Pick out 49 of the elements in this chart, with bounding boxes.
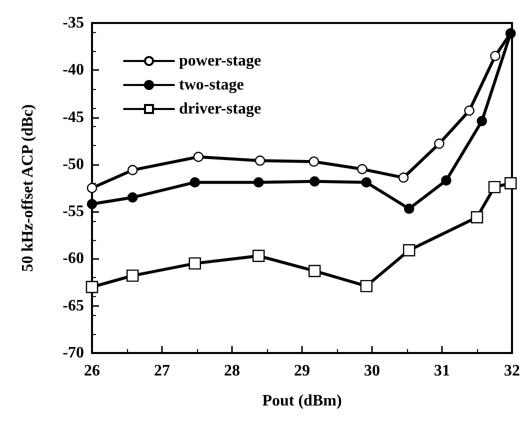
point bbox=[308, 264, 321, 278]
point bbox=[404, 204, 414, 214]
point bbox=[128, 192, 138, 203]
legend-label: two-stage bbox=[179, 76, 244, 94]
x-tick-label: 26 bbox=[84, 362, 100, 380]
point bbox=[86, 198, 98, 210]
y-tick-label: -35 bbox=[62, 14, 84, 32]
x-tick-label: 29 bbox=[294, 362, 310, 380]
point bbox=[476, 116, 487, 126]
y-tick-label: -40 bbox=[62, 62, 84, 79]
y-axis-title: 50 kHz-offset ACP (dBc) bbox=[20, 104, 36, 272]
point bbox=[464, 106, 474, 116]
point bbox=[86, 280, 98, 294]
point bbox=[361, 177, 372, 188]
x-tick-label: 32 bbox=[504, 362, 520, 380]
point bbox=[308, 156, 319, 167]
point bbox=[193, 152, 204, 162]
y-tick-label: -50 bbox=[62, 156, 84, 173]
point bbox=[310, 176, 320, 186]
point bbox=[490, 50, 500, 62]
point bbox=[441, 175, 452, 186]
x-axis-title: Pout (dBm) bbox=[262, 392, 342, 410]
point bbox=[470, 211, 484, 224]
point bbox=[398, 172, 409, 183]
point bbox=[504, 177, 517, 190]
y-tick-label: -60 bbox=[62, 250, 84, 268]
y-tick-label: -55 bbox=[62, 203, 84, 220]
point bbox=[254, 156, 266, 166]
x-tick-label: 28 bbox=[224, 362, 240, 380]
point bbox=[252, 250, 265, 262]
point bbox=[126, 270, 139, 282]
point bbox=[190, 177, 200, 188]
point bbox=[254, 177, 264, 188]
legend-label: power-stage bbox=[179, 52, 262, 70]
point bbox=[128, 164, 138, 176]
y-tick-label: -65 bbox=[62, 297, 84, 314]
y-tick-label: -70 bbox=[62, 344, 84, 362]
point bbox=[403, 244, 416, 256]
x-tick-label: 30 bbox=[364, 362, 380, 380]
x-tick-label: 31 bbox=[434, 362, 450, 380]
point bbox=[488, 180, 501, 194]
point bbox=[86, 182, 98, 194]
point bbox=[434, 138, 444, 149]
point bbox=[357, 164, 368, 174]
point bbox=[188, 257, 201, 270]
point bbox=[360, 280, 372, 292]
legend-label: driver-stage bbox=[179, 100, 262, 118]
y-tick-label: -45 bbox=[62, 108, 84, 126]
x-tick-label: 27 bbox=[154, 362, 170, 380]
